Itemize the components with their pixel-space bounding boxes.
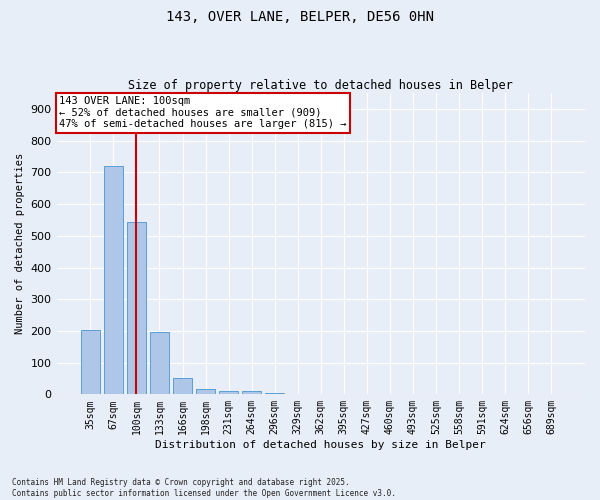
Text: 143, OVER LANE, BELPER, DE56 0HN: 143, OVER LANE, BELPER, DE56 0HN xyxy=(166,10,434,24)
Text: 143 OVER LANE: 100sqm
← 52% of detached houses are smaller (909)
47% of semi-det: 143 OVER LANE: 100sqm ← 52% of detached … xyxy=(59,96,347,130)
Text: Contains HM Land Registry data © Crown copyright and database right 2025.
Contai: Contains HM Land Registry data © Crown c… xyxy=(12,478,396,498)
X-axis label: Distribution of detached houses by size in Belper: Distribution of detached houses by size … xyxy=(155,440,486,450)
Bar xyxy=(196,388,215,394)
Bar xyxy=(149,332,169,394)
Bar xyxy=(265,392,284,394)
Bar xyxy=(219,390,238,394)
Y-axis label: Number of detached properties: Number of detached properties xyxy=(15,153,25,334)
Bar xyxy=(127,222,146,394)
Title: Size of property relative to detached houses in Belper: Size of property relative to detached ho… xyxy=(128,79,513,92)
Bar xyxy=(242,392,262,394)
Bar xyxy=(104,166,123,394)
Bar xyxy=(80,330,100,394)
Bar xyxy=(173,378,193,394)
